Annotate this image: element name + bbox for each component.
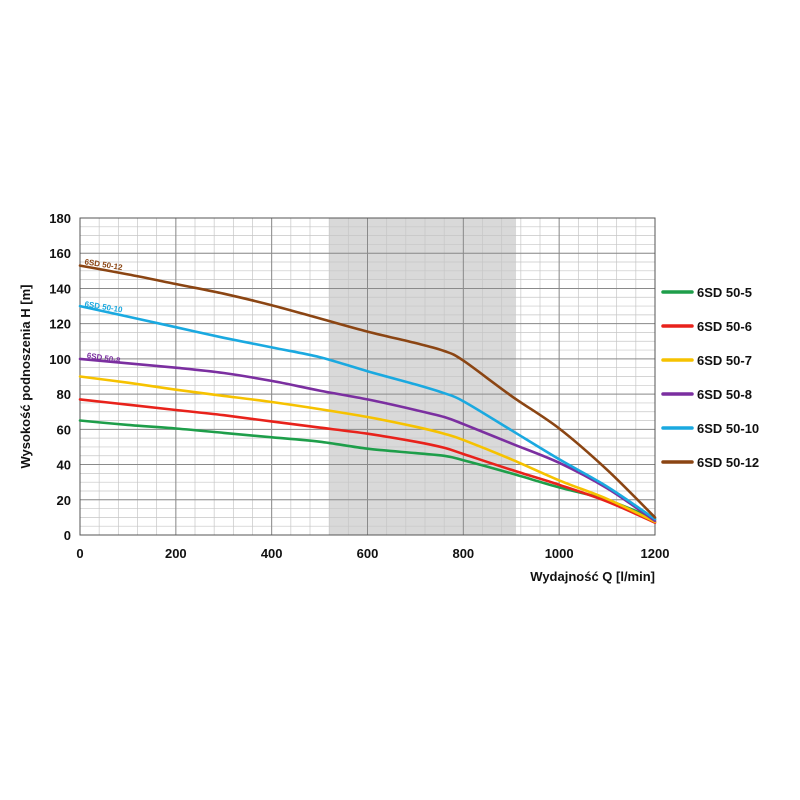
x-tick-label: 600	[357, 546, 379, 561]
legend: 6SD 50-5 6SD 50-6 6SD 50-7 6SD 50-8 6SD 50-1…	[661, 285, 759, 470]
y-tick-label: 40	[57, 458, 71, 473]
series-line-6sd-50-8	[78, 357, 657, 523]
y-tick-labels: 0 20 40 60 80 100 120 140 160 180	[49, 211, 71, 543]
x-tick-label: 800	[452, 546, 474, 561]
series-line-6sd-50-7	[78, 375, 657, 524]
series-line-6sd-50-10	[78, 304, 657, 521]
y-tick-label: 140	[49, 281, 71, 296]
x-tick-label: 1200	[641, 546, 670, 561]
series-line-6sd-50-12	[78, 264, 657, 519]
y-tick-label: 60	[57, 422, 71, 437]
x-tick-label: 200	[165, 546, 187, 561]
y-tick-label: 20	[57, 493, 71, 508]
legend-label-6sd-50-10: 6SD 50-10	[697, 421, 759, 436]
series-layer	[78, 264, 657, 524]
legend-label-6sd-50-5: 6SD 50-5	[697, 285, 752, 300]
x-axis-title: Wydajność Q [l/min]	[530, 569, 655, 584]
y-tick-label: 0	[64, 528, 71, 543]
legend-label-6sd-50-7: 6SD 50-7	[697, 353, 752, 368]
x-tick-label: 1000	[545, 546, 574, 561]
legend-label-6sd-50-12: 6SD 50-12	[697, 455, 759, 470]
legend-label-6sd-50-6: 6SD 50-6	[697, 319, 752, 334]
y-axis-title: Wysokość podnoszenia H [m]	[18, 285, 33, 469]
y-tick-label: 100	[49, 352, 71, 367]
y-tick-label: 160	[49, 246, 71, 261]
series-line-6sd-50-6	[78, 398, 657, 524]
legend-label-6sd-50-8: 6SD 50-8	[697, 387, 752, 402]
x-tick-label: 0	[76, 546, 83, 561]
y-tick-label: 120	[49, 317, 71, 332]
x-tick-labels: 0 200 400 600 800 1000 1200	[76, 546, 669, 561]
y-tick-label: 180	[49, 211, 71, 226]
series-line-6sd-50-5	[78, 419, 657, 521]
x-tick-label: 400	[261, 546, 283, 561]
y-tick-label: 80	[57, 387, 71, 402]
